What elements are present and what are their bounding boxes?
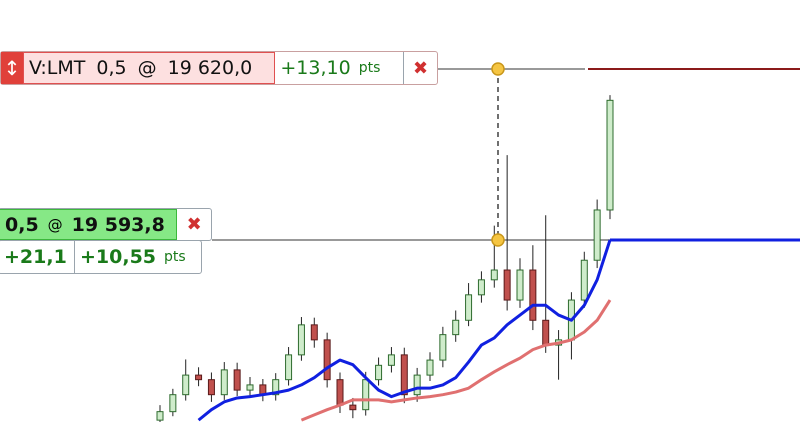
candle-body [580, 259, 588, 301]
order-details[interactable]: V:LMT 0,5 @ 19 620,0 [22, 52, 276, 84]
candle-body [336, 379, 344, 406]
order-at: @ [137, 57, 157, 79]
order-type: V:LMT [28, 57, 86, 79]
candle-body [606, 99, 614, 211]
position-quantity: 0,5 [5, 213, 39, 236]
candle-body [439, 334, 447, 361]
pnl-unit: pts [164, 249, 186, 265]
cancel-button[interactable]: ✖ [403, 52, 437, 84]
candle-body [465, 294, 473, 321]
candle-body [426, 359, 434, 376]
candle-body [207, 379, 215, 396]
candle-body [516, 269, 524, 301]
candle-body [349, 404, 357, 411]
candle-body [375, 364, 383, 381]
pnl-unit: pts [358, 60, 381, 76]
candle-body [156, 411, 164, 421]
close-button[interactable]: ✖ [186, 214, 202, 235]
candle-body [413, 374, 421, 396]
order-pnl: +13,10 pts [275, 52, 403, 84]
position-price: 19 593,8 [71, 213, 165, 236]
pnl-ticks-cell: +21,1 [0, 241, 74, 273]
drag-icon[interactable]: ↕ [1, 52, 23, 84]
fast-ma-line [197, 239, 612, 422]
candle-body [400, 354, 408, 396]
candle-body [542, 319, 550, 346]
order-price: 19 620,0 [167, 57, 253, 79]
candle-body [220, 369, 228, 396]
position-handle [491, 233, 505, 247]
candle-body [490, 269, 498, 281]
order-ticket[interactable]: ↕ V:LMT 0,5 @ 19 620,0 +13,10 pts ✖ [0, 51, 438, 85]
candle-body [477, 279, 485, 296]
order-handle [491, 62, 505, 76]
candle-body [310, 324, 318, 341]
candle-body [169, 394, 177, 413]
pnl-ticks: +21,1 [4, 246, 67, 268]
pnl-value: +13,10 [280, 57, 351, 79]
candle-body [593, 209, 601, 261]
candle-body [285, 354, 293, 381]
slow-ma-line [300, 299, 612, 422]
candle-body [323, 339, 331, 381]
candle-body [362, 379, 370, 411]
candle-body [246, 384, 254, 391]
candle-body [272, 379, 280, 396]
position-details[interactable]: 0,5 @ 19 593,8 [0, 209, 178, 240]
position-pnl: +21,1 +10,55 pts [0, 240, 202, 274]
position-at: @ [47, 215, 63, 234]
candle-body [529, 269, 537, 321]
candle-body [452, 319, 460, 336]
candle-body [233, 369, 241, 391]
candle-body [297, 324, 305, 356]
candle-body [503, 269, 511, 301]
position-ticket[interactable]: 0,5 @ 19 593,8 ✖ [0, 208, 212, 241]
pnl-value: +10,55 [80, 246, 157, 268]
candle-body [195, 374, 203, 381]
candle-body [182, 374, 190, 396]
candle-body [387, 354, 395, 366]
order-quantity: 0,5 [96, 57, 127, 79]
pnl-points-cell: +10,55 pts [74, 241, 201, 273]
